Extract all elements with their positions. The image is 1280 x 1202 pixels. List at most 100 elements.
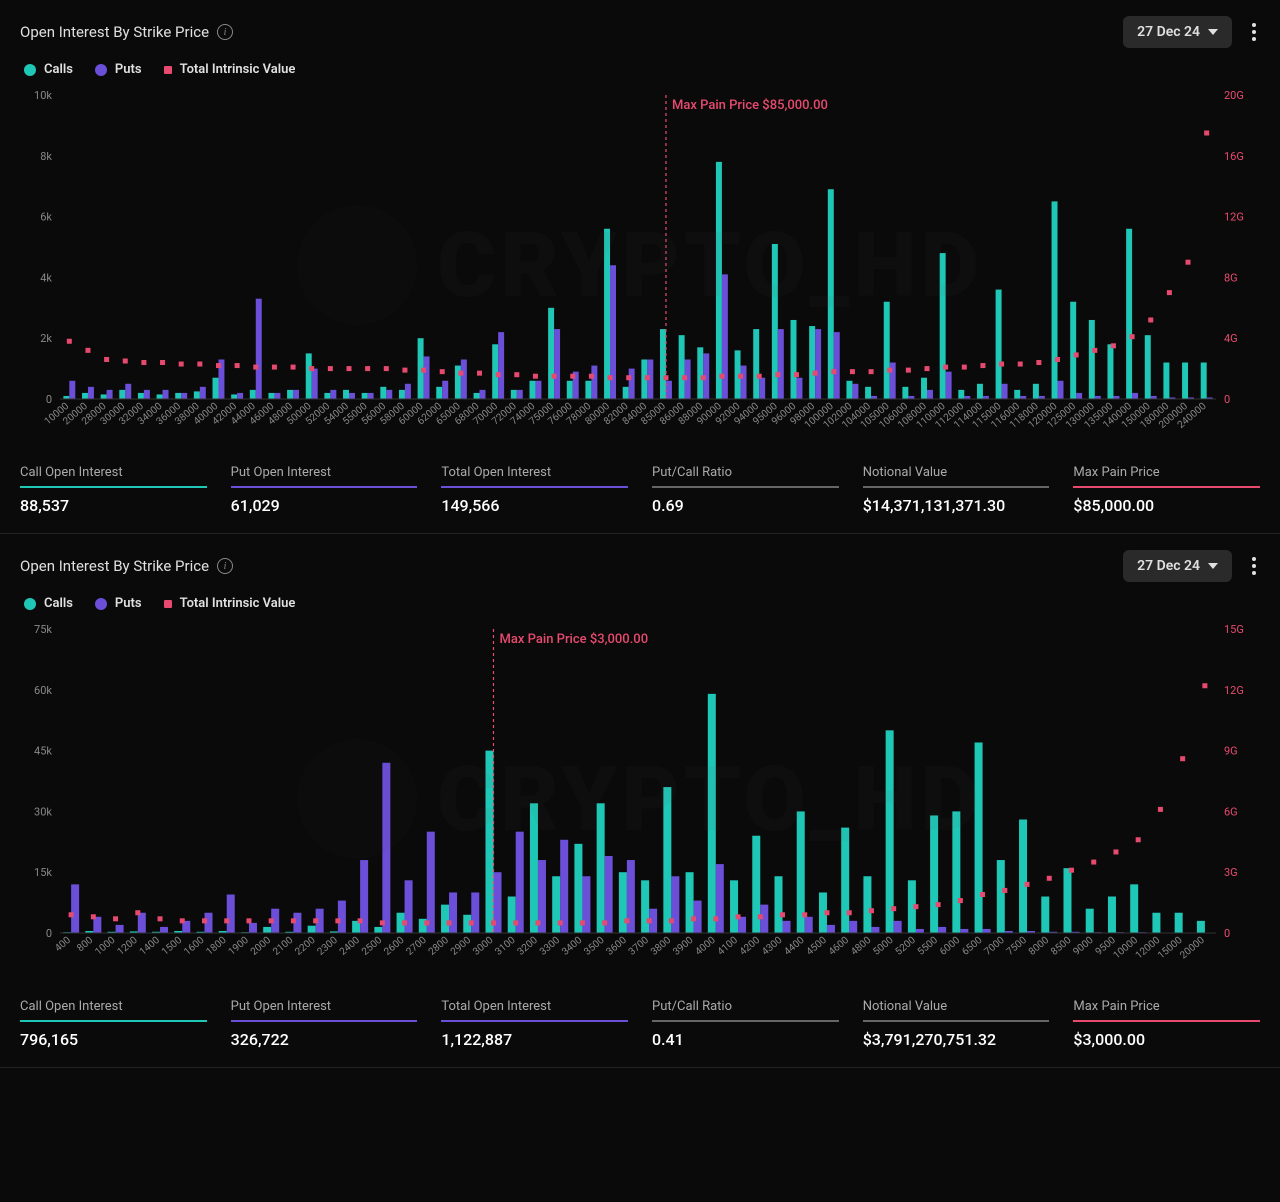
svg-text:9G: 9G [1224, 745, 1238, 758]
intrinsic-point [158, 916, 163, 921]
bar-call [308, 926, 316, 933]
bar-call [902, 387, 908, 399]
intrinsic-point [589, 374, 594, 379]
stat-value: $85,000.00 [1073, 496, 1260, 515]
bar-put [815, 329, 821, 399]
bar-put [960, 929, 968, 933]
stat-box: Put Open Interest61,029 [231, 465, 418, 515]
stats-row: Call Open Interest796,165Put Open Intere… [20, 985, 1260, 1059]
intrinsic-point [69, 912, 74, 917]
bar-call [1063, 868, 1071, 933]
bar-call [1163, 363, 1169, 399]
svg-text:4800: 4800 [849, 935, 874, 958]
legend-dot-puts [95, 598, 107, 610]
svg-text:4100: 4100 [716, 935, 741, 958]
bar-put [160, 927, 168, 933]
svg-text:1500: 1500 [160, 935, 185, 958]
svg-text:3400: 3400 [560, 935, 585, 958]
stat-label: Put Open Interest [231, 465, 418, 488]
bar-call [597, 803, 605, 933]
bar-call [1126, 229, 1132, 399]
intrinsic-point [469, 920, 474, 925]
bar-call [485, 751, 493, 933]
legend-sq-intrinsic [164, 600, 172, 608]
legend-calls[interactable]: Calls [24, 62, 73, 77]
svg-text:2700: 2700 [404, 935, 429, 958]
legend-intrinsic[interactable]: Total Intrinsic Value [164, 62, 296, 77]
bar-call [306, 353, 312, 399]
intrinsic-point [758, 914, 763, 919]
intrinsic-point [1018, 362, 1023, 367]
intrinsic-point [869, 908, 874, 913]
date-dropdown[interactable]: 27 Dec 24 [1123, 550, 1232, 582]
intrinsic-point [197, 362, 202, 367]
bar-put [163, 390, 169, 399]
intrinsic-point [85, 348, 90, 353]
legend-dot-calls [24, 598, 36, 610]
bar-call [1052, 201, 1058, 399]
info-icon[interactable]: i [217, 24, 233, 40]
intrinsic-point [1092, 348, 1097, 353]
bar-put [144, 390, 150, 399]
bar-put [554, 329, 560, 399]
stat-value: 149,566 [441, 496, 628, 515]
stat-box: Total Open Interest149,566 [441, 465, 628, 515]
bar-call [250, 390, 256, 399]
kebab-menu-icon[interactable] [1248, 553, 1260, 579]
bar-put [88, 387, 94, 399]
svg-text:3100: 3100 [493, 935, 518, 958]
info-icon[interactable]: i [217, 558, 233, 574]
chevron-down-icon [1208, 563, 1218, 569]
bar-put [834, 332, 840, 399]
intrinsic-point [831, 369, 836, 374]
date-dropdown[interactable]: 27 Dec 24 [1123, 16, 1232, 48]
stat-label: Call Open Interest [20, 999, 207, 1022]
bar-call [343, 390, 349, 399]
legend-puts[interactable]: Puts [95, 62, 142, 77]
max-pain-label: Max Pain Price $85,000.00 [672, 98, 828, 113]
bar-put [894, 921, 902, 933]
svg-text:3700: 3700 [627, 935, 652, 958]
intrinsic-point [384, 366, 389, 371]
intrinsic-point [1136, 837, 1141, 842]
stat-box: Notional Value$14,371,131,371.30 [863, 465, 1050, 515]
svg-text:4400: 4400 [782, 935, 807, 958]
svg-text:8000: 8000 [1027, 935, 1052, 958]
legend-calls[interactable]: Calls [24, 596, 73, 611]
svg-text:7000: 7000 [982, 935, 1007, 958]
svg-text:3000: 3000 [471, 935, 496, 958]
panel-title: Open Interest By Strike Price [20, 23, 209, 41]
bar-call [686, 872, 694, 933]
svg-text:15000: 15000 [1156, 935, 1185, 962]
intrinsic-point [1204, 131, 1209, 136]
bar-call [1201, 363, 1207, 399]
panel-title: Open Interest By Strike Price [20, 557, 209, 575]
intrinsic-point [113, 916, 118, 921]
intrinsic-point [999, 362, 1004, 367]
legend-intrinsic[interactable]: Total Intrinsic Value [164, 596, 296, 611]
intrinsic-point [602, 920, 607, 925]
svg-text:4200: 4200 [738, 935, 763, 958]
bar-call [1197, 921, 1205, 933]
bar-put [1132, 393, 1138, 399]
bar-call [157, 394, 163, 399]
stat-box: Total Open Interest1,122,887 [441, 999, 628, 1049]
intrinsic-point [887, 368, 892, 373]
kebab-menu-icon[interactable] [1248, 19, 1260, 45]
panel-header: Open Interest By Strike Price i 27 Dec 24 [20, 550, 1260, 582]
legend-puts[interactable]: Puts [95, 596, 142, 611]
svg-text:20000: 20000 [1178, 935, 1207, 962]
stat-value: 796,165 [20, 1030, 207, 1049]
bar-put [256, 299, 262, 399]
bar-call [975, 742, 983, 933]
intrinsic-point [736, 914, 741, 919]
bar-put [69, 381, 75, 399]
bar-call [828, 189, 834, 399]
intrinsic-point [980, 363, 985, 368]
bar-call [641, 880, 649, 933]
intrinsic-point [552, 374, 557, 379]
bar-call [231, 394, 237, 399]
svg-text:0: 0 [46, 927, 52, 940]
bar-call [101, 394, 107, 399]
intrinsic-point [365, 366, 370, 371]
